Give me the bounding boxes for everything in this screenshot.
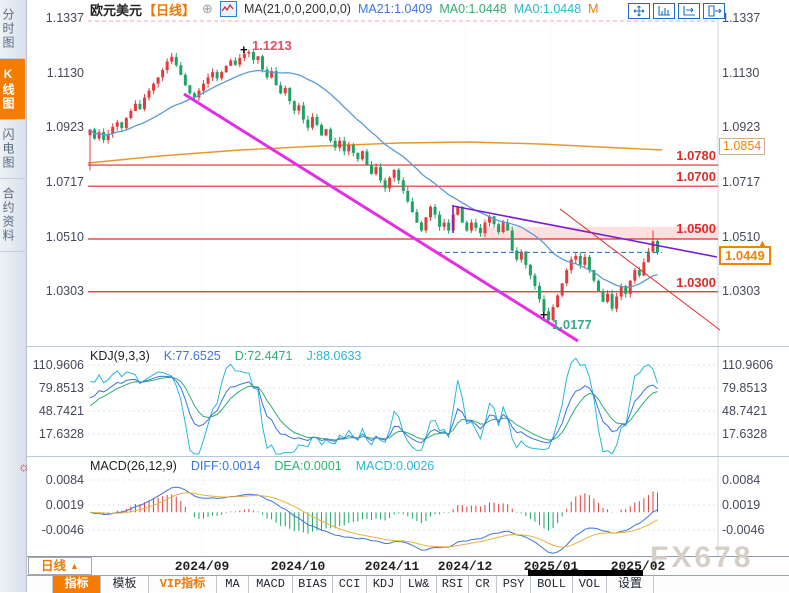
peak-annotation: 1.1213 bbox=[252, 38, 292, 53]
main-axis-left-4: 1.0717 bbox=[45, 175, 84, 189]
ma0-value-b: MA0:1.0448 bbox=[513, 2, 582, 16]
chart-toolbar bbox=[628, 3, 725, 19]
macd-macd-value: MACD:0.0026 bbox=[355, 459, 435, 473]
level-label-10500: 1.0500 bbox=[676, 221, 716, 236]
tab-ma[interactable]: MA bbox=[216, 576, 248, 593]
tab-kdj[interactable]: KDJ bbox=[366, 576, 400, 593]
macd-axis-right-2: 0.0019 bbox=[722, 498, 761, 512]
kdj-title: KDJ(9,3,3) bbox=[90, 349, 150, 363]
ma21-value: MA21:1.0409 bbox=[357, 2, 433, 16]
main-axis-right-4: 1.0717 bbox=[722, 175, 761, 189]
kdj-axis-left-4: 17.6328 bbox=[38, 427, 84, 441]
x-axis-scale-icon[interactable] bbox=[678, 3, 700, 19]
ma200-axis-value-box: 1.0854 bbox=[719, 138, 766, 155]
indicator-tab-bar: 指标 模板 VIP指标 MA MACD BIAS CCI KDJ LW& RSI… bbox=[0, 575, 789, 593]
macd-axis-right-1: 0.0084 bbox=[722, 473, 761, 487]
period-selector[interactable]: 日线 ▲ bbox=[28, 557, 92, 575]
month-label-4: 2024/12 bbox=[437, 559, 493, 574]
kdj-axis-left-1: 110.9606 bbox=[32, 358, 84, 372]
macd-header: MACD(26,12,9) DIFF:0.0014 DEA:0.0001 MAC… bbox=[90, 459, 434, 473]
tab-lw[interactable]: LW& bbox=[400, 576, 436, 593]
sidebar-item-lightning[interactable]: 闪电图 bbox=[0, 120, 25, 179]
kdj-j-value: J:88.0633 bbox=[306, 349, 362, 363]
kdj-axis-right-4: 17.6328 bbox=[722, 427, 768, 441]
y-axis-scale-icon[interactable] bbox=[653, 3, 675, 19]
main-axis-left-6: 1.0303 bbox=[45, 284, 84, 298]
main-axis-left-1: 1.1337 bbox=[45, 11, 84, 25]
tab-macd[interactable]: MACD bbox=[248, 576, 292, 593]
period-selector-arrow-icon: ▲ bbox=[70, 561, 79, 571]
month-label-1: 2024/09 bbox=[174, 559, 230, 574]
level-label-10300: 1.0300 bbox=[676, 275, 716, 290]
macd-axis-left-3: -0.0046 bbox=[41, 523, 84, 537]
tab-indicator[interactable]: 指标 bbox=[52, 576, 100, 593]
exit-chart-icon[interactable] bbox=[703, 3, 725, 19]
macd-dea-value: DEA:0.0001 bbox=[274, 459, 342, 473]
tab-settings[interactable]: 设置 bbox=[606, 576, 654, 593]
low-anchor-cross: + bbox=[540, 307, 548, 322]
kdj-d-value: D:72.4471 bbox=[234, 349, 293, 363]
tab-vol[interactable]: VOL bbox=[572, 576, 606, 593]
main-axis-right-5: 1.0510 bbox=[722, 230, 761, 244]
level-label-10700: 1.0700 bbox=[676, 169, 716, 184]
kdj-axis-right-1: 110.9606 bbox=[722, 358, 774, 372]
period-selector-label: 日线 bbox=[41, 559, 67, 573]
peak-anchor-cross: + bbox=[240, 42, 248, 57]
sidebar: 分时图 K线图 闪电图 合约资料 bbox=[0, 0, 27, 592]
symbol-name: 欧元美元 bbox=[90, 2, 143, 18]
ma0-value-a: MA0:1.0448 bbox=[439, 2, 507, 16]
sidebar-item-contract-info[interactable]: 合约资料 bbox=[0, 179, 25, 252]
m-value: M bbox=[588, 2, 599, 16]
circle-plus-icon[interactable]: ⊕ bbox=[202, 1, 213, 16]
chart-legend-bar: 欧元美元 【日线】 ⊕ MA(21,0,0,200,0,0) MA21:1.04… bbox=[26, 0, 789, 18]
main-axis-right-3: 1.0923 bbox=[722, 120, 761, 134]
black-bar-overlay bbox=[528, 570, 643, 576]
tab-cci[interactable]: CCI bbox=[332, 576, 366, 593]
main-axis-right-2: 1.1130 bbox=[722, 66, 760, 80]
tab-template[interactable]: 模板 bbox=[100, 576, 148, 593]
kdj-axis-right-3: 48.7421 bbox=[722, 404, 768, 418]
low-annotation: 1.0177 bbox=[552, 317, 592, 332]
ma-settings-label: MA(21,0,0,200,0,0) bbox=[243, 2, 351, 16]
main-axis-right-1: 1.1337 bbox=[722, 11, 761, 25]
sidebar-item-kline[interactable]: K线图 bbox=[0, 59, 25, 120]
panel-separator-2 bbox=[26, 456, 789, 457]
month-label-3: 2024/11 bbox=[364, 559, 420, 574]
tab-rsi[interactable]: RSI bbox=[436, 576, 468, 593]
macd-axis-right-3: -0.0046 bbox=[722, 523, 765, 537]
kdj-k-value: K:77.6525 bbox=[163, 349, 221, 363]
main-axis-left-3: 1.0923 bbox=[45, 120, 84, 134]
watermark: FX678 bbox=[650, 541, 754, 574]
month-label-2: 2024/10 bbox=[270, 559, 326, 574]
kdj-axis-left-2: 79.8513 bbox=[38, 381, 84, 395]
level-label-10780: 1.0780 bbox=[676, 148, 716, 163]
main-axis-left-5: 1.0510 bbox=[45, 230, 84, 244]
mini-chart-icon[interactable] bbox=[219, 1, 237, 17]
tab-bias[interactable]: BIAS bbox=[292, 576, 332, 593]
period-label: 【日线】 bbox=[143, 2, 196, 18]
main-axis-right-6: 1.0303 bbox=[722, 284, 761, 298]
kdj-axis-left-3: 48.7421 bbox=[38, 404, 84, 418]
last-price-box: 1.0449 bbox=[719, 246, 771, 265]
tab-cr[interactable]: CR bbox=[468, 576, 496, 593]
price-up-arrow-icon: ▲ bbox=[757, 238, 768, 250]
tab-psy[interactable]: PSY bbox=[496, 576, 530, 593]
sidebar-item-timeshare[interactable]: 分时图 bbox=[0, 0, 25, 59]
macd-title: MACD(26,12,9) bbox=[90, 459, 177, 473]
macd-axis-left-1: 0.0084 bbox=[45, 473, 84, 487]
kdj-header: KDJ(9,3,3) K:77.6525 D:72.4471 J:88.0633 bbox=[90, 349, 361, 363]
macd-settings-icon[interactable]: ☼ bbox=[18, 459, 30, 474]
macd-axis-left-2: 0.0019 bbox=[45, 498, 84, 512]
tab-boll[interactable]: BOLL bbox=[530, 576, 572, 593]
kdj-axis-right-2: 79.8513 bbox=[722, 381, 768, 395]
pan-move-icon[interactable] bbox=[628, 3, 650, 19]
macd-diff-value: DIFF:0.0014 bbox=[190, 459, 261, 473]
main-axis-left-2: 1.1130 bbox=[46, 66, 84, 80]
panel-separator-1 bbox=[26, 346, 789, 347]
tab-vip-indicator[interactable]: VIP指标 bbox=[148, 576, 216, 593]
